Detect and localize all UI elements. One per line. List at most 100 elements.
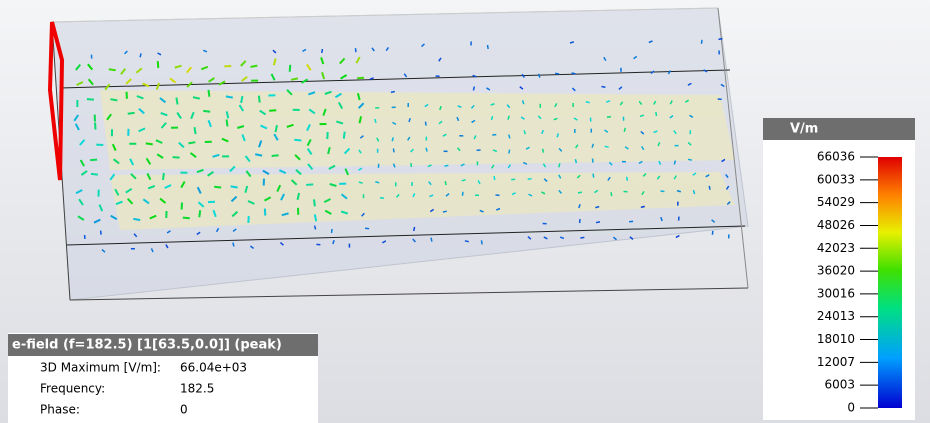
field-arrow <box>572 73 576 74</box>
field-arrow <box>570 42 574 43</box>
field-arrow <box>214 187 221 188</box>
tick-label: 30016 <box>817 286 855 300</box>
field-arrow <box>523 100 524 104</box>
field-arrow <box>91 174 98 175</box>
field-arrow <box>661 191 665 192</box>
tick-label: 0 <box>847 401 855 415</box>
field-arrow <box>90 160 97 161</box>
tick-label: 42023 <box>817 241 855 255</box>
field-arrow <box>140 53 141 57</box>
field-arrow <box>578 192 582 193</box>
tick-label: 60033 <box>817 172 855 186</box>
field-arrow <box>580 237 584 238</box>
field-arrow <box>203 111 210 112</box>
field-arrow <box>393 148 394 152</box>
field-arrow <box>231 186 238 187</box>
info-label: 3D Maximum [V/m]: <box>40 361 161 375</box>
field-arrow <box>259 96 260 103</box>
field-arrow <box>208 90 209 97</box>
field-arrow <box>465 241 469 242</box>
field-arrow <box>709 186 710 190</box>
field-arrow <box>269 110 276 111</box>
legend-title: V/m <box>790 122 818 137</box>
field-arrow <box>226 96 233 97</box>
field-arrow <box>414 227 415 231</box>
field-arrow <box>611 192 612 196</box>
field-arrow <box>109 69 116 70</box>
field-arrow <box>719 39 723 40</box>
field-arrow <box>314 199 315 206</box>
info-title: e-field (f=182.5) [1[63.5,0.0]] (peak) <box>12 338 282 353</box>
field-arrow <box>315 226 316 230</box>
field-arrow <box>195 127 196 134</box>
field-arrow <box>688 159 692 160</box>
field-arrow <box>332 229 333 233</box>
field-arrow <box>607 117 611 118</box>
tick-label: 54029 <box>817 195 855 209</box>
field-arrow <box>596 222 600 223</box>
field-arrow <box>509 135 510 139</box>
field-arrow <box>176 98 177 105</box>
field-arrow <box>601 87 605 88</box>
field-arrow <box>701 40 702 44</box>
field-arrow <box>494 176 495 180</box>
field-arrow <box>183 218 190 219</box>
field-arrow <box>227 119 228 126</box>
field-arrow <box>473 87 474 91</box>
field-arrow <box>575 159 576 163</box>
info-label: Phase: <box>40 403 80 417</box>
field-arrow <box>241 96 242 103</box>
field-arrow <box>605 146 609 147</box>
info-label: Frequency: <box>40 382 105 396</box>
field-arrow <box>315 214 316 221</box>
field-arrow <box>188 142 195 143</box>
field-arrow <box>462 180 466 181</box>
field-arrow <box>443 211 447 212</box>
field-arrow <box>445 181 446 185</box>
field-arrow <box>543 149 544 153</box>
field-arrow <box>481 240 482 244</box>
viewport: V/m e-field (f=182.5) [1[63.5,0.0]] (pea… <box>0 0 930 423</box>
field-arrow <box>488 45 489 49</box>
legend-header <box>763 118 915 140</box>
tick-label: 6003 <box>824 378 855 392</box>
field-arrow <box>375 182 379 183</box>
field-arrow <box>255 154 262 155</box>
field-arrow <box>193 97 200 98</box>
field-arrow <box>492 116 493 120</box>
field-arrow <box>509 150 510 154</box>
field-arrow <box>444 165 448 166</box>
info-value: 0 <box>180 403 188 417</box>
field-arrow <box>128 113 135 114</box>
tick-label: 24013 <box>817 309 855 323</box>
field-arrow <box>163 173 164 180</box>
field-arrow <box>306 184 313 185</box>
field-arrow <box>146 143 153 144</box>
field-arrow <box>593 174 594 178</box>
field-arrow <box>158 61 159 68</box>
field-arrow <box>110 99 117 100</box>
field-arrow <box>555 73 559 74</box>
field-arrow <box>674 161 675 165</box>
field-arrow <box>233 243 234 247</box>
page: V/m e-field (f=182.5) [1[63.5,0.0]] (pea… <box>0 0 930 423</box>
color-bar <box>878 157 902 408</box>
field-arrow <box>426 148 427 152</box>
field-arrow <box>291 78 298 79</box>
tick-label: 66036 <box>817 150 855 164</box>
field-arrow <box>272 155 279 156</box>
field-arrow <box>250 66 257 67</box>
tick-label: 48026 <box>817 218 855 232</box>
field-arrow <box>627 177 628 181</box>
field-arrow <box>199 210 200 217</box>
field-arrow <box>656 112 657 116</box>
field-arrow <box>133 219 140 220</box>
field-arrow <box>595 207 599 208</box>
tick-label: 36020 <box>817 264 855 278</box>
field-arrow <box>431 238 432 242</box>
field-arrow <box>359 182 363 183</box>
info-value: 66.04e+03 <box>180 361 247 375</box>
field-arrow <box>426 122 427 126</box>
field-arrow <box>528 179 532 180</box>
field-arrow <box>290 65 291 72</box>
